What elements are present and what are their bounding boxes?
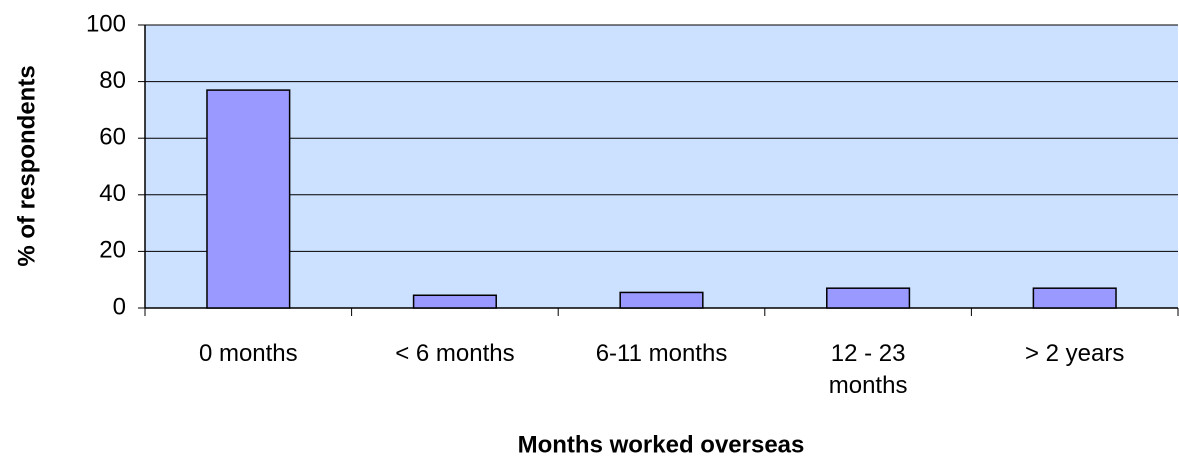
y-tick-label: 60 (99, 124, 126, 151)
y-tick-label: 20 (99, 237, 126, 264)
x-tick-label: 12 - 23 months (828, 340, 908, 399)
x-tick-label: > 2 years (1024, 340, 1125, 367)
x-tick-label: 0 months (198, 340, 298, 367)
x-tick-label: < 6 months (395, 340, 515, 367)
bar (619, 291, 704, 309)
y-tick-label: 100 (86, 10, 126, 37)
plot-area (145, 25, 1178, 308)
y-axis-title: % of respondents (13, 65, 40, 266)
y-tick-label: 40 (99, 180, 126, 207)
y-tick-label: 0 (113, 293, 126, 320)
bar (412, 294, 497, 309)
x-axis-title: Months worked overseas (518, 431, 805, 458)
bar (206, 89, 291, 309)
bar (826, 287, 911, 309)
y-tick-label: 80 (99, 67, 126, 94)
bar (1032, 287, 1117, 309)
x-tick-label: 6-11 months (595, 340, 728, 367)
